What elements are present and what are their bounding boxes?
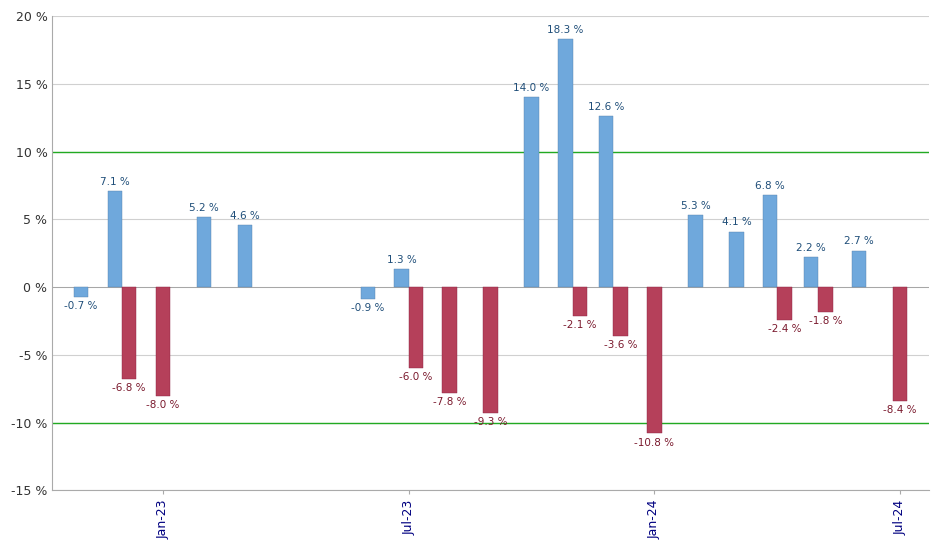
Bar [122,287,136,380]
Text: -2.1 %: -2.1 % [563,320,597,329]
Text: 7.1 %: 7.1 % [100,177,130,187]
Text: 6.8 %: 6.8 % [756,181,785,191]
Bar [108,191,122,287]
Bar [572,287,587,316]
Text: -6.0 %: -6.0 % [400,372,432,382]
Text: 5.3 %: 5.3 % [681,201,711,211]
Bar [614,287,628,336]
Bar [74,287,88,296]
Text: -3.6 %: -3.6 % [603,340,637,350]
Text: -0.7 %: -0.7 % [64,301,98,311]
Text: -8.4 %: -8.4 % [884,405,916,415]
Bar [443,287,457,393]
Text: 1.3 %: 1.3 % [386,255,416,266]
Bar [558,39,572,287]
Text: -7.8 %: -7.8 % [433,397,466,407]
Bar [777,287,791,320]
Text: 4.6 %: 4.6 % [230,211,259,221]
Text: 12.6 %: 12.6 % [588,102,624,112]
Text: 4.1 %: 4.1 % [722,217,751,228]
Bar [804,257,819,287]
Text: 2.2 %: 2.2 % [796,243,826,253]
Bar [238,225,252,287]
Text: -9.3 %: -9.3 % [474,417,508,427]
Bar [729,232,744,287]
Bar [483,287,498,413]
Text: -0.9 %: -0.9 % [351,304,384,313]
Bar [852,251,867,287]
Text: -8.0 %: -8.0 % [147,400,180,410]
Text: 2.7 %: 2.7 % [844,236,874,246]
Bar [395,270,409,287]
Bar [361,287,375,299]
Text: -1.8 %: -1.8 % [808,316,842,326]
Bar [599,117,614,287]
Bar [156,287,170,395]
Text: -6.8 %: -6.8 % [113,383,146,393]
Bar [893,287,907,401]
Text: 18.3 %: 18.3 % [547,25,584,35]
Text: -10.8 %: -10.8 % [634,437,675,448]
Bar [196,217,212,287]
Text: -2.4 %: -2.4 % [768,324,801,334]
Bar [819,287,833,311]
Bar [763,195,777,287]
Bar [409,287,423,368]
Bar [688,215,702,287]
Bar [648,287,662,433]
Text: 14.0 %: 14.0 % [513,84,550,94]
Bar [525,97,539,287]
Text: 5.2 %: 5.2 % [189,202,219,213]
